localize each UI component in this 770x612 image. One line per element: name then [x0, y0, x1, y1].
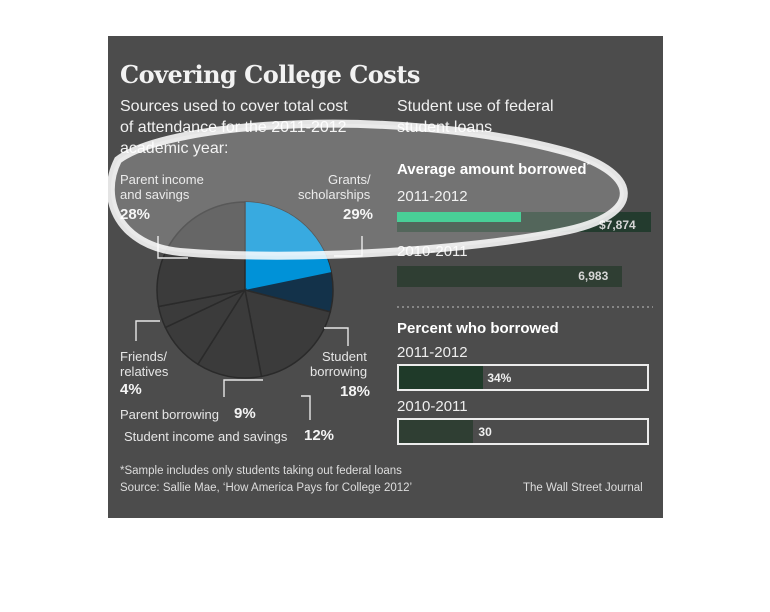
label-student-borrowing-1: Student [322, 349, 367, 364]
left-subtitle-line-1: Sources used to cover total cost [120, 98, 348, 115]
pct-value-2010-2011: 30 [478, 425, 492, 439]
pie-slice-student-borrowing [244, 288, 332, 378]
avg-value-2011-2012: $7,874 [599, 218, 636, 232]
value-parent-income: 28% [120, 206, 150, 223]
pie-slice-grants-highlight [245, 202, 332, 290]
label-grants-2: scholarships [298, 187, 370, 202]
chart-title: Covering College Costs [120, 60, 420, 89]
value-student-borrowing: 18% [340, 383, 371, 400]
label-parent-income-1: Parent income [120, 172, 204, 187]
label-friends-2: relatives [120, 364, 169, 379]
value-student-income: 12% [304, 427, 335, 444]
label-parent-income-2: and savings [120, 187, 189, 202]
avg-borrowed-title-marker: * [586, 160, 590, 170]
value-friends: 4% [120, 381, 142, 398]
footnote: *Sample includes only students taking ou… [120, 465, 402, 477]
label-friends-1: Friends/ [120, 349, 167, 364]
leader-parent-income [157, 236, 188, 259]
avg-borrowed-title-text: Average amount borrowed [397, 161, 586, 178]
leader-parent-borrowing [223, 379, 263, 397]
avg-bar-2011-2012-highlight [397, 212, 522, 222]
avg-value-2010-2011: 6,983 [578, 269, 609, 283]
label-parent-borrowing: Parent borrowing [120, 407, 219, 422]
right-subtitle-line-1: Student use of federal [397, 98, 554, 115]
label-student-income: Student income and savings [124, 429, 288, 444]
pct-bar-year-1: 2011-2012 [397, 344, 468, 361]
avg-bar-year-1: 2011-2012 [397, 188, 468, 205]
pie-slice-student-income-and-savings [196, 287, 263, 379]
pct-bar-2010-2011-frame [397, 418, 649, 445]
pct-bar-2010-2011 [399, 420, 474, 443]
label-grants-1: Grants/ [328, 172, 371, 187]
value-parent-borrowing: 9% [234, 405, 256, 422]
leader-student-income [301, 395, 311, 420]
label-student-borrowing-2: borrowing [310, 364, 368, 379]
pct-bar-2011-2012-frame [397, 364, 649, 391]
pct-bar-year-2: 2010-2011 [397, 398, 468, 415]
leader-friends [135, 320, 160, 341]
pct-borrowed-title: Percent who borrowed [397, 320, 559, 337]
leader-student-borrowing [324, 327, 349, 346]
pct-bar-2011-2012 [399, 366, 484, 389]
value-grants: 29% [343, 206, 373, 223]
publisher-credit: The Wall Street Journal [523, 482, 643, 494]
pct-value-2011-2012: 34% [487, 371, 512, 385]
highlight-swoosh [106, 119, 628, 260]
avg-bar-2010-2011 [397, 266, 623, 287]
source-line: Source: Sallie Mae, ‘How America Pays fo… [120, 482, 413, 494]
infographic-panel: Covering College Costs Sources used to c… [108, 36, 663, 518]
avg-borrowed-title: Average amount borrowed* [397, 160, 590, 178]
